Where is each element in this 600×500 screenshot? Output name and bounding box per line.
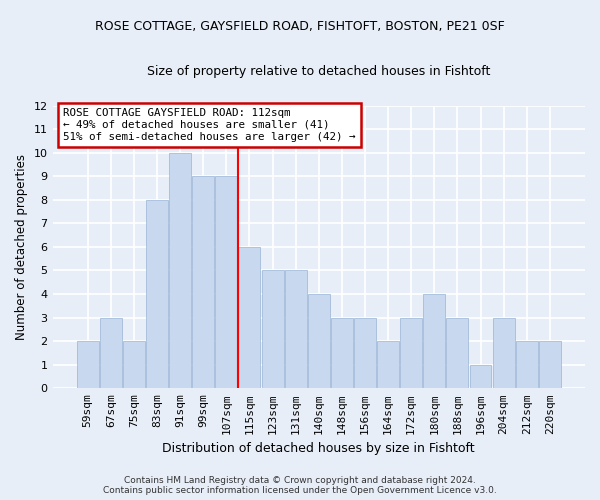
Bar — [308, 294, 330, 388]
Bar — [377, 341, 399, 388]
Bar — [516, 341, 538, 388]
Bar — [262, 270, 284, 388]
Bar — [424, 294, 445, 388]
Bar — [192, 176, 214, 388]
Bar — [100, 318, 122, 388]
Bar — [169, 152, 191, 388]
Bar — [123, 341, 145, 388]
Text: Contains HM Land Registry data © Crown copyright and database right 2024.
Contai: Contains HM Land Registry data © Crown c… — [103, 476, 497, 495]
Bar — [331, 318, 353, 388]
X-axis label: Distribution of detached houses by size in Fishtoft: Distribution of detached houses by size … — [163, 442, 475, 455]
Bar — [146, 200, 168, 388]
Text: ROSE COTTAGE GAYSFIELD ROAD: 112sqm
← 49% of detached houses are smaller (41)
51: ROSE COTTAGE GAYSFIELD ROAD: 112sqm ← 49… — [63, 108, 356, 142]
Bar — [400, 318, 422, 388]
Title: Size of property relative to detached houses in Fishtoft: Size of property relative to detached ho… — [147, 65, 490, 78]
Bar — [470, 364, 491, 388]
Bar — [77, 341, 98, 388]
Bar — [493, 318, 515, 388]
Bar — [446, 318, 469, 388]
Bar — [215, 176, 238, 388]
Bar — [354, 318, 376, 388]
Bar — [284, 270, 307, 388]
Bar — [539, 341, 561, 388]
Y-axis label: Number of detached properties: Number of detached properties — [15, 154, 28, 340]
Bar — [238, 247, 260, 388]
Text: ROSE COTTAGE, GAYSFIELD ROAD, FISHTOFT, BOSTON, PE21 0SF: ROSE COTTAGE, GAYSFIELD ROAD, FISHTOFT, … — [95, 20, 505, 33]
